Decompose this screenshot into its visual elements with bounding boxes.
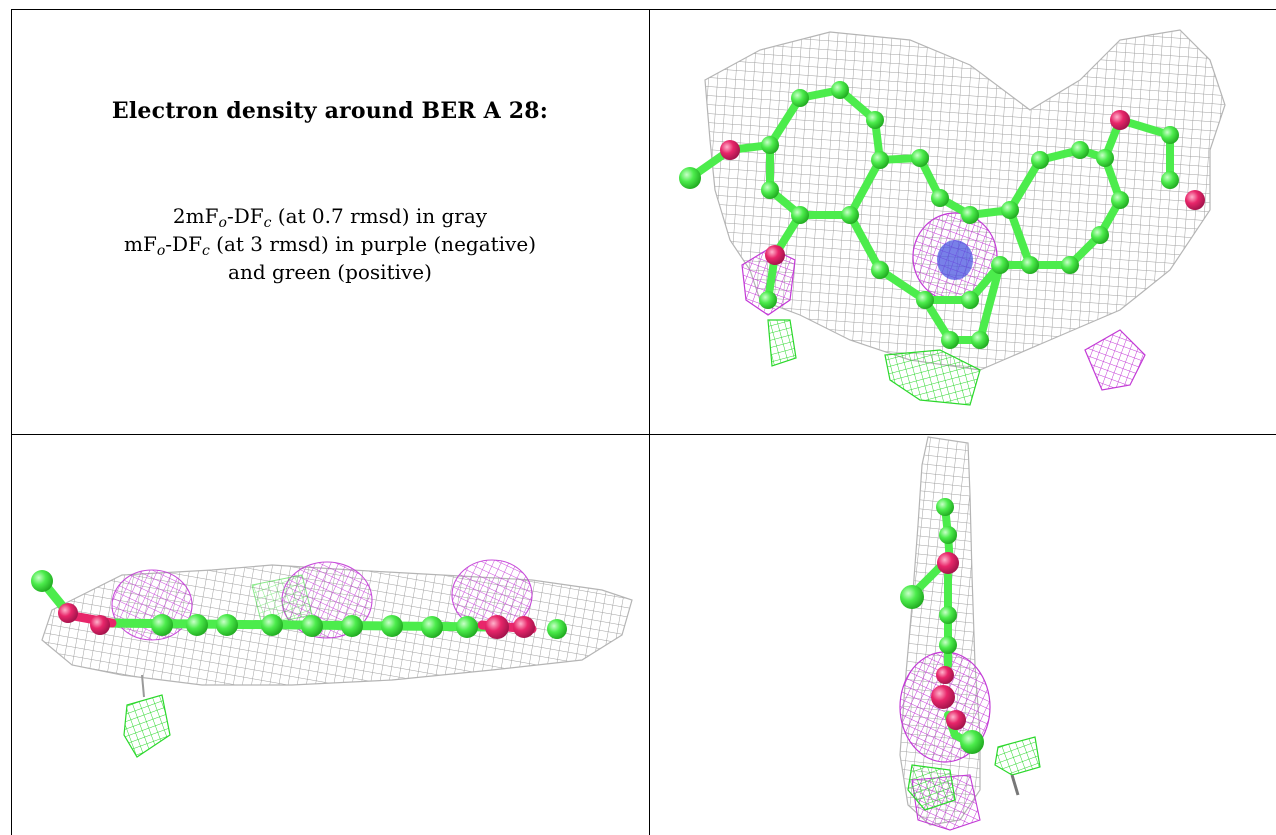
positive-density-blob-bottom	[884, 349, 981, 406]
positive-density-blob-left	[767, 319, 797, 367]
density-view-side	[12, 435, 649, 835]
table-border-top	[11, 9, 1276, 10]
legend-line-2fofc: 2mFo-DFc (at 0.7 rmsd) in gray	[172, 204, 488, 231]
positive-density-blob	[123, 694, 171, 758]
caption-legend: 2mFo-DFc (at 0.7 rmsd) in gray mFo-DFc (…	[124, 202, 536, 286]
table-border-left	[11, 9, 12, 835]
positive-density-blob	[994, 736, 1041, 776]
caption-title: Electron density around BER A 28:	[111, 98, 549, 124]
caption-cell: Electron density around BER A 28: 2mFo-D…	[11, 10, 649, 434]
positive-density-blob	[907, 764, 956, 811]
legend-line-positive: and green (positive)	[228, 260, 432, 284]
legend-line-fofc: mFo-DFc (at 3 rmsd) in purple (negative)	[124, 232, 536, 259]
table-divider-vertical	[649, 9, 650, 835]
density-view-end	[650, 435, 1276, 835]
density-view-front	[650, 10, 1276, 434]
table-divider-horizontal	[11, 434, 1276, 435]
negative-density-blob-right	[1084, 329, 1146, 391]
